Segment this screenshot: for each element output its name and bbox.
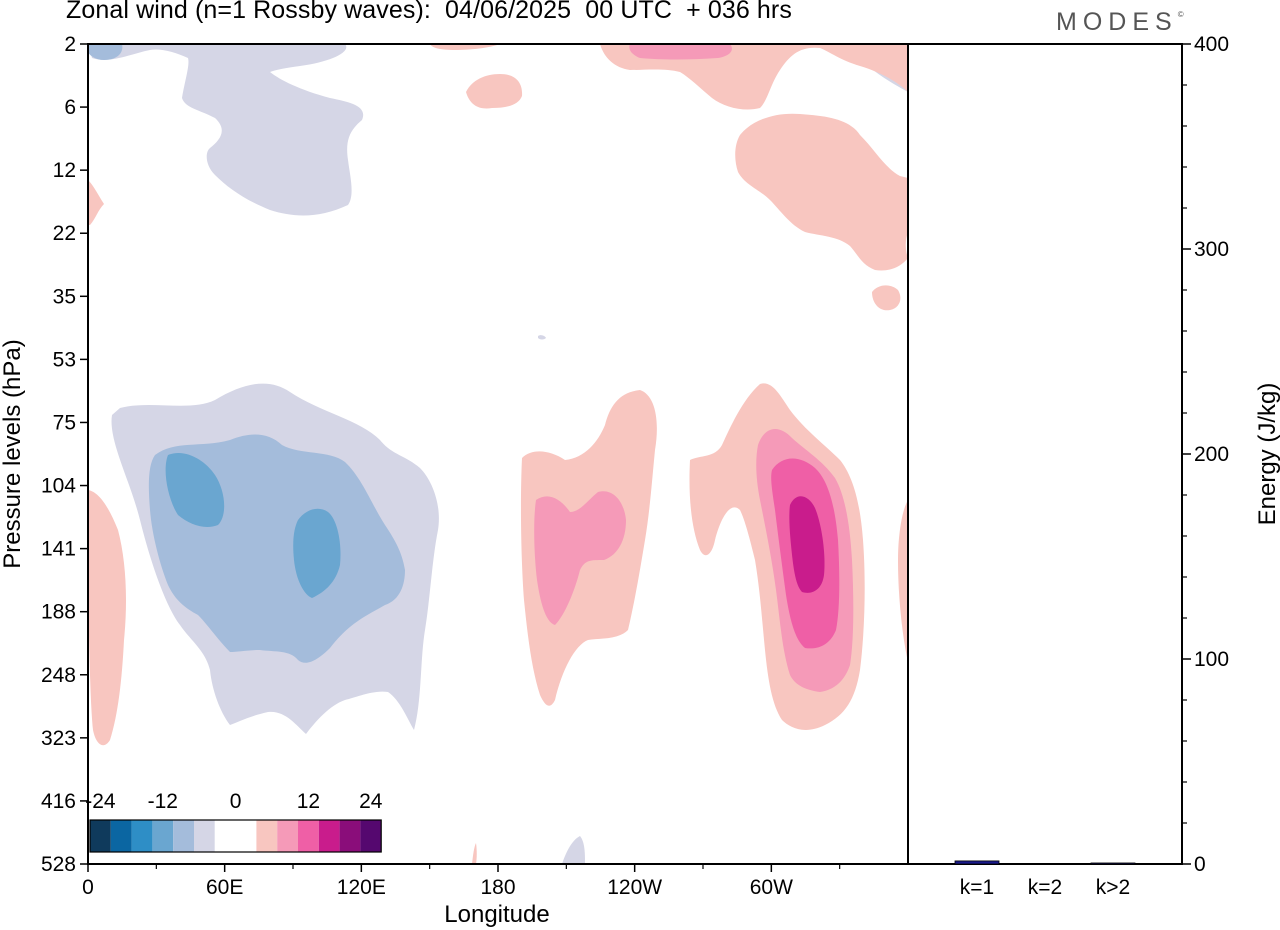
colorbar-label: 24 bbox=[359, 790, 383, 813]
brand-mark: © bbox=[1177, 10, 1184, 19]
colorbar-label: -12 bbox=[148, 790, 178, 813]
y-tick-label: 6 bbox=[64, 96, 76, 119]
y-tick-label: 416 bbox=[41, 790, 76, 813]
colorbar bbox=[89, 819, 382, 853]
colorbar-cell bbox=[90, 820, 111, 852]
page-title: Zonal wind (n=1 Rossby waves): 04/06/202… bbox=[66, 0, 792, 24]
brand-logo: MODES© bbox=[1056, 8, 1184, 37]
y-tick-label: 22 bbox=[53, 222, 76, 245]
contour-pos-center-inner bbox=[534, 491, 626, 625]
energy-panel-frame bbox=[907, 43, 1183, 865]
colorbar-cell bbox=[318, 820, 340, 852]
contour-pos-bottom bbox=[472, 843, 477, 864]
contour-pos-east-core bbox=[789, 496, 825, 593]
contour-pos-right-edge bbox=[898, 500, 908, 662]
y-tick-label: 248 bbox=[41, 664, 76, 687]
colorbar-label: -24 bbox=[85, 790, 116, 813]
contour-pos-left-edge-upper bbox=[88, 180, 104, 225]
x-tick-label: 0 bbox=[82, 876, 94, 899]
energy-bar bbox=[1022, 863, 1068, 865]
contour-neg-core-west bbox=[165, 452, 225, 527]
contour-pos-upper-east bbox=[600, 44, 908, 110]
x-axis: 0 60E 120E 180 120W 60W bbox=[82, 864, 841, 899]
colorbar-cell bbox=[298, 820, 319, 852]
x-axis-title: Longitude bbox=[444, 901, 549, 928]
energy-bars: k=1 k=2 k>2 bbox=[954, 860, 1136, 899]
contour-pos-small-blob bbox=[872, 285, 901, 311]
colorbar-label: 12 bbox=[297, 790, 320, 813]
y-axis: 2 6 12 22 35 53 75 104 141 188 248 323 416 528 bbox=[41, 33, 88, 876]
contour-neg-core-east bbox=[293, 508, 341, 598]
colorbar-border bbox=[89, 819, 382, 853]
x-tick-label: 120W bbox=[607, 876, 662, 899]
contour-neg-upper-blue bbox=[88, 44, 123, 60]
x-tick-label: 120E bbox=[337, 876, 386, 899]
contour-neg-bottom bbox=[562, 836, 585, 864]
x-tick-label: 60W bbox=[750, 876, 793, 899]
y-tick-label: 323 bbox=[41, 727, 76, 750]
colorbar-cell bbox=[277, 820, 298, 852]
contour-neg-upper bbox=[88, 44, 364, 216]
x-tick-label: 60E bbox=[206, 876, 243, 899]
energy-tick-label: 100 bbox=[1194, 648, 1229, 671]
contour-pos-upper-strip bbox=[430, 44, 500, 50]
contour-pos-center-speck bbox=[538, 335, 546, 340]
y-tick-label: 141 bbox=[41, 538, 76, 561]
colorbar-cell bbox=[339, 820, 361, 852]
colorbar-cell bbox=[256, 820, 278, 852]
colorbar-cell bbox=[360, 820, 382, 852]
y-tick-label: 2 bbox=[64, 33, 76, 56]
energy-tick-label: 0 bbox=[1194, 853, 1206, 876]
energy-bar bbox=[1090, 862, 1136, 865]
colorbar-label: 0 bbox=[230, 790, 242, 813]
contour-pos-upper-blob bbox=[466, 74, 523, 109]
colorbar-labels: -24 -12 0 12 24 bbox=[85, 790, 383, 813]
y-tick-label: 53 bbox=[53, 348, 76, 371]
energy-bar bbox=[954, 860, 1000, 865]
contour-pos-upper-main bbox=[735, 113, 908, 271]
y-tick-label: 12 bbox=[53, 159, 76, 182]
energy-category-label: k=2 bbox=[1028, 876, 1062, 899]
colorbar-cell bbox=[194, 820, 215, 852]
energy-category-label: k>2 bbox=[1096, 876, 1130, 899]
colorbar-cell bbox=[110, 820, 132, 852]
colorbar-cell bbox=[173, 820, 194, 852]
y-axis-title: Pressure levels (hPa) bbox=[0, 339, 26, 568]
y-tick-label: 188 bbox=[41, 601, 76, 624]
y-tick-label: 528 bbox=[41, 853, 76, 876]
energy-tick-label: 400 bbox=[1194, 33, 1229, 56]
colorbar-cell bbox=[214, 820, 236, 852]
energy-tick-label: 200 bbox=[1194, 443, 1229, 466]
contour-fills bbox=[88, 44, 908, 864]
contour-pos-upper-east-inner bbox=[629, 44, 732, 60]
colorbar-cell bbox=[152, 820, 174, 852]
x-tick-label: 180 bbox=[480, 876, 515, 899]
brand-name: MODES bbox=[1056, 8, 1178, 36]
contour-pos-left-edge bbox=[88, 490, 126, 746]
y-tick-label: 75 bbox=[53, 411, 76, 434]
y-tick-label: 104 bbox=[41, 475, 76, 498]
colorbar-cell bbox=[131, 820, 153, 852]
energy-axis: 0 100 200 300 400 bbox=[1182, 33, 1229, 876]
energy-category-label: k=1 bbox=[960, 876, 994, 899]
energy-tick-label: 300 bbox=[1194, 238, 1229, 261]
energy-axis-title: Energy (J/kg) bbox=[1254, 383, 1280, 526]
y-tick-label: 35 bbox=[53, 285, 76, 308]
colorbar-cell bbox=[235, 820, 257, 852]
